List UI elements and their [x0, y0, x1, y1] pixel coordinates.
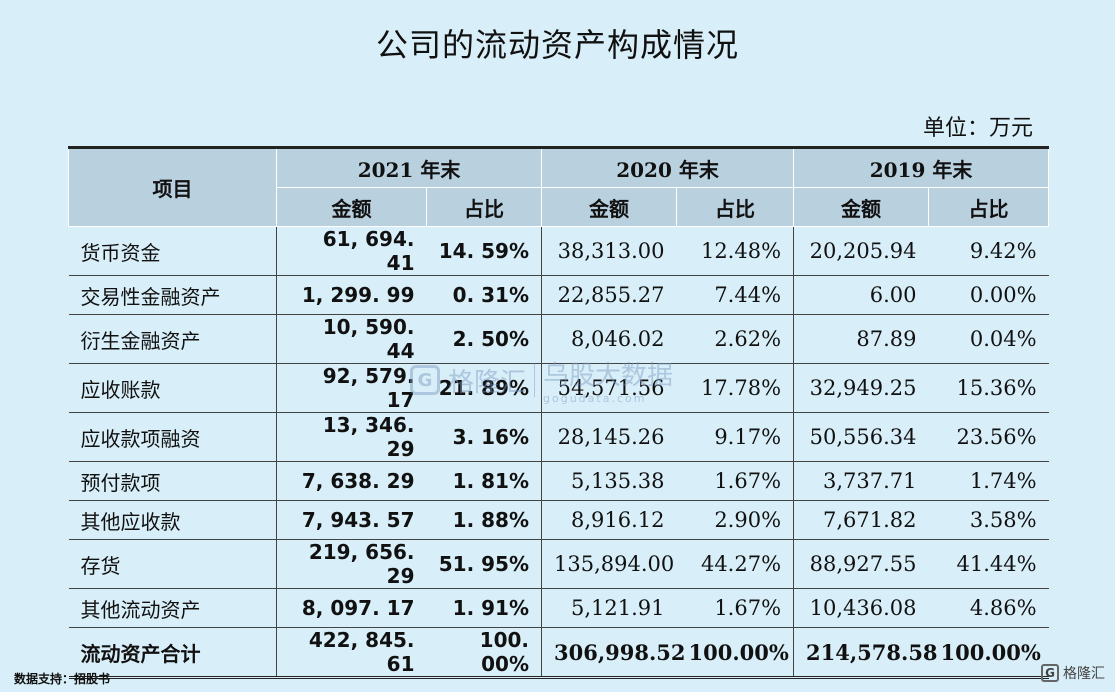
ratio-cell: 9.17%: [676, 412, 794, 462]
table-row: 流动资产合计 422, 845. 61 100. 00% 306,998.52 100.…: [68, 627, 1049, 678]
ratio-cell: 23.56%: [928, 412, 1049, 462]
header-year-2020: 2020 年末: [541, 147, 795, 188]
ratio-cell: 0.04%: [928, 314, 1049, 364]
ratio-cell: 1. 81%: [426, 461, 542, 501]
ratio-cell: 100.00%: [676, 627, 794, 678]
ratio-cell: 41.44%: [928, 539, 1049, 589]
amount-cell: 87.89: [793, 314, 929, 364]
amount-cell: 7, 943. 57: [276, 500, 427, 540]
table-row: 应收款项融资 13, 346. 29 3. 16% 28,145.26 9.17% 50,…: [68, 412, 1049, 462]
table-row: 货币资金 61, 694. 41 14. 59% 38,313.00 12.48% 20,…: [68, 226, 1049, 276]
header-year-2021: 2021 年末: [275, 147, 543, 188]
amount-cell: 1, 299. 99: [276, 275, 427, 315]
ratio-cell: 12.48%: [676, 226, 794, 276]
table-row: 应收账款 92, 579. 17 21. 89% 54,571.56 17.78% 32,…: [68, 363, 1049, 413]
amount-cell: 20,205.94: [793, 226, 929, 276]
ratio-cell: 21. 89%: [426, 363, 542, 413]
row-label: 货币资金: [68, 226, 277, 276]
row-label: 交易性金融资产: [68, 275, 277, 315]
source-note: 数据支持：招股书: [14, 672, 111, 686]
ratio-cell: 14. 59%: [426, 226, 542, 276]
row-label: 存货: [68, 539, 277, 589]
amount-cell: 38,313.00: [541, 226, 677, 276]
brand-logo-text: 格隆汇: [1063, 666, 1105, 682]
ratio-cell: 0. 31%: [426, 275, 542, 315]
ratio-cell: 1.74%: [928, 461, 1049, 501]
amount-cell: 7, 638. 29: [276, 461, 427, 501]
ratio-cell: 4.86%: [928, 588, 1049, 628]
table-row: 交易性金融资产 1, 299. 99 0. 31% 22,855.27 7.44% 6.0…: [68, 275, 1049, 315]
amount-cell: 54,571.56: [541, 363, 677, 413]
row-label: 应收款项融资: [68, 412, 277, 462]
table-row: 存货 219, 656. 29 51. 95% 135,894.00 44.27% 88,…: [68, 539, 1049, 589]
ratio-cell: 7.44%: [676, 275, 794, 315]
ratio-cell: 9.42%: [928, 226, 1049, 276]
ratio-cell: 1.67%: [676, 588, 794, 628]
amount-cell: 214,578.58: [793, 627, 938, 678]
amount-cell: 3,737.71: [793, 461, 929, 501]
unit-label: 单位：万元: [922, 116, 1033, 141]
ratio-cell: 2. 50%: [426, 314, 542, 364]
amount-cell: 135,894.00: [541, 539, 677, 589]
row-label: 其他应收款: [68, 500, 277, 540]
page-title: 公司的流动资产构成情况: [375, 26, 739, 64]
amount-cell: 8,046.02: [541, 314, 677, 364]
amount-cell: 10,436.08: [793, 588, 929, 628]
header-ratio: 占比: [928, 187, 1050, 227]
amount-cell: 8,916.12: [541, 500, 677, 540]
ratio-cell: 100.00%: [928, 627, 1049, 678]
amount-cell: 32,949.25: [793, 363, 929, 413]
amount-cell: 219, 656. 29: [276, 539, 427, 589]
ratio-cell: 1. 91%: [426, 588, 542, 628]
amount-cell: 10, 590. 44: [276, 314, 427, 364]
table-row: 其他应收款 7, 943. 57 1. 88% 8,916.12 2.90% 7,671.…: [68, 500, 1049, 540]
row-label: 应收账款: [68, 363, 277, 413]
row-label: 其他流动资产: [68, 588, 277, 628]
ratio-cell: 44.27%: [676, 539, 794, 589]
ratio-cell: 100. 00%: [426, 627, 542, 678]
amount-cell: 92, 579. 17: [276, 363, 427, 413]
amount-cell: 5,121.91: [541, 588, 677, 628]
header-ratio: 占比: [425, 187, 543, 227]
row-label: 预付款项: [68, 461, 277, 501]
ratio-cell: 0.00%: [928, 275, 1049, 315]
brand-logo: G 格隆汇: [1041, 663, 1105, 683]
amount-cell: 6.00: [793, 275, 929, 315]
header-item: 项目: [68, 147, 277, 227]
header-amount: 金额: [793, 187, 930, 227]
amount-cell: 8, 097. 17: [276, 588, 427, 628]
amount-cell: 422, 845. 61: [276, 627, 427, 678]
row-label: 流动资产合计: [68, 627, 277, 678]
amount-cell: 5,135.38: [541, 461, 677, 501]
ratio-cell: 2.62%: [676, 314, 794, 364]
amount-cell: 28,145.26: [541, 412, 677, 462]
amount-cell: 50,556.34: [793, 412, 929, 462]
ratio-cell: 51. 95%: [426, 539, 542, 589]
header-year-2019: 2019 年末: [793, 147, 1050, 188]
amount-cell: 61, 694. 41: [276, 226, 427, 276]
ratio-cell: 1. 88%: [426, 500, 542, 540]
ratio-cell: 3. 16%: [426, 412, 542, 462]
table-row: 其他流动资产 8, 097. 17 1. 91% 5,121.91 1.67% 10,43…: [68, 588, 1049, 628]
amount-cell: 88,927.55: [793, 539, 929, 589]
ratio-cell: 1.67%: [676, 461, 794, 501]
amount-cell: 22,855.27: [541, 275, 677, 315]
table-row: 衍生金融资产 10, 590. 44 2. 50% 8,046.02 2.62% 87.8…: [68, 314, 1049, 364]
ratio-cell: 2.90%: [676, 500, 794, 540]
amount-cell: 306,998.52: [541, 627, 686, 678]
row-label: 衍生金融资产: [68, 314, 277, 364]
header-amount: 金额: [541, 187, 678, 227]
table-body: 货币资金 61, 694. 41 14. 59% 38,313.00 12.48% 20,…: [68, 226, 1049, 678]
amount-cell: 13, 346. 29: [276, 412, 427, 462]
ratio-cell: 15.36%: [928, 363, 1049, 413]
current-assets-table: 项目 2021 年末 2020 年末 2019 年末 金额 占比 金额 占比 金…: [68, 146, 1050, 679]
brand-logo-icon: G: [1041, 664, 1059, 682]
header-amount: 金额: [276, 187, 427, 227]
header-ratio: 占比: [676, 187, 795, 227]
ratio-cell: 3.58%: [928, 500, 1049, 540]
amount-cell: 7,671.82: [793, 500, 929, 540]
ratio-cell: 17.78%: [676, 363, 794, 413]
table-row: 预付款项 7, 638. 29 1. 81% 5,135.38 1.67% 3,737.7…: [68, 461, 1049, 501]
